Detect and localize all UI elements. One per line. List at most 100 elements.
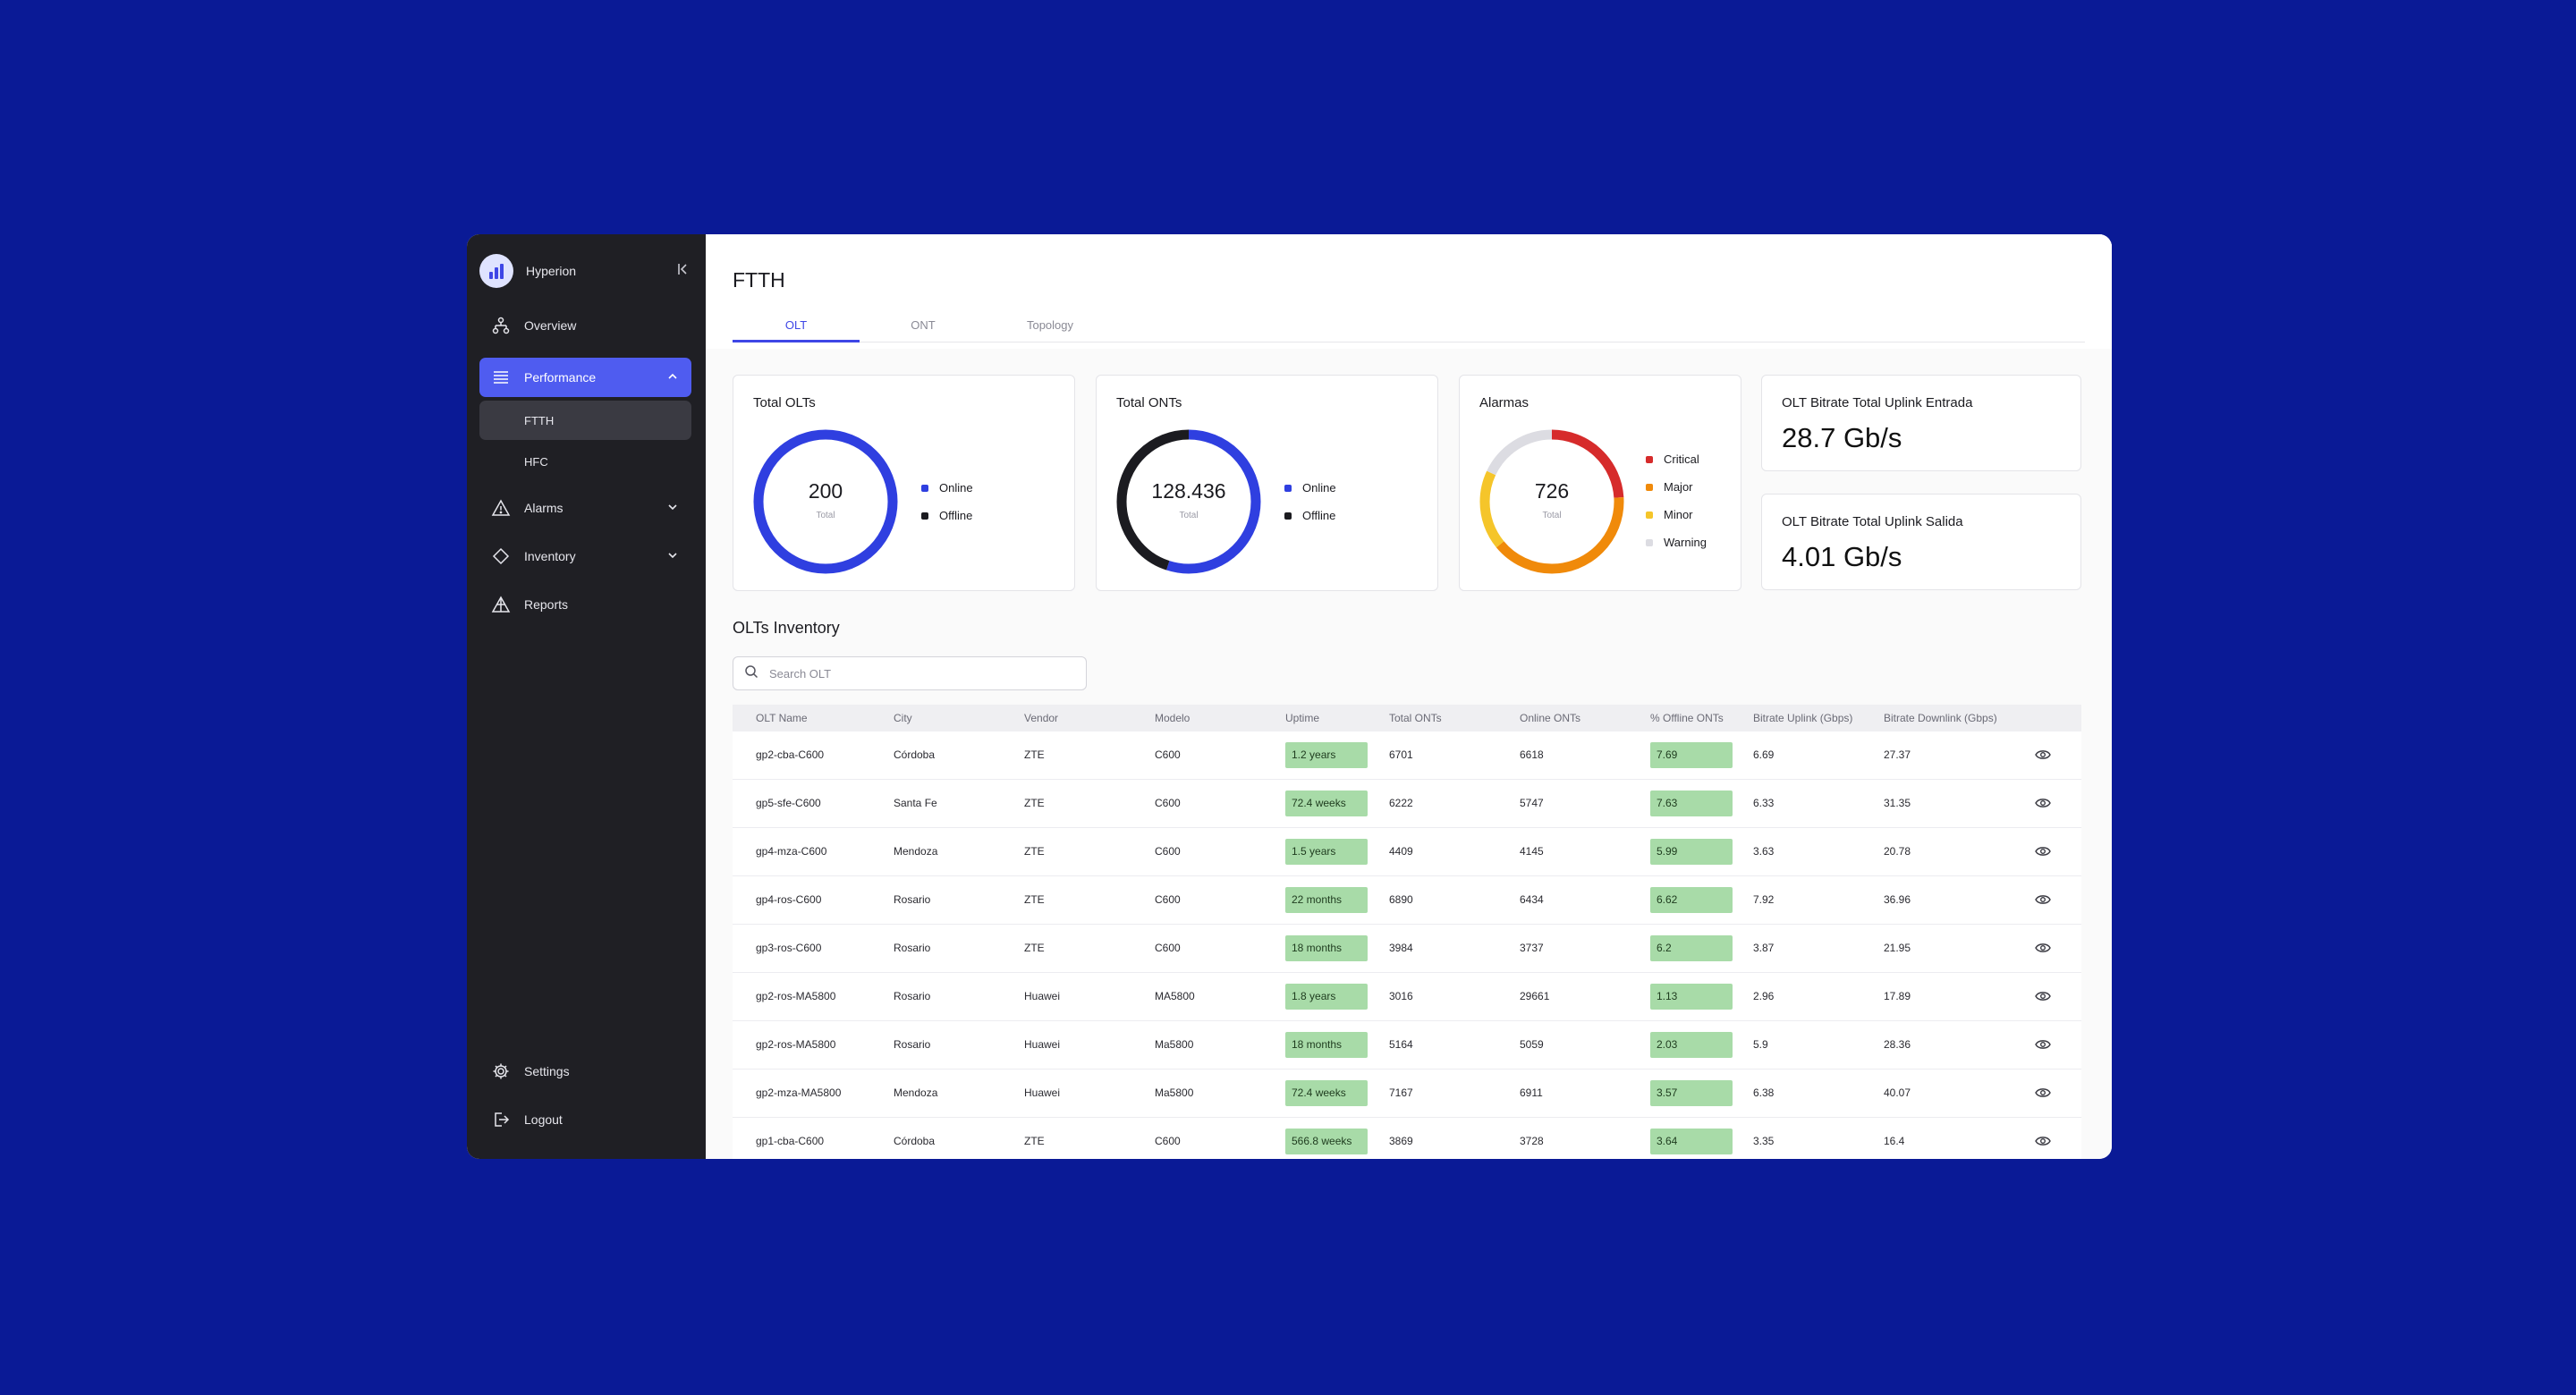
search-input[interactable] xyxy=(767,665,1066,681)
view-eye-icon[interactable] xyxy=(2035,797,2051,814)
legend-item-offline: Offline xyxy=(921,502,973,529)
collapse-sidebar-icon[interactable] xyxy=(674,262,693,281)
donut-center: 200 Total xyxy=(772,479,879,520)
legend-label: Major xyxy=(1664,480,1693,494)
table-cell: Huawei xyxy=(1024,1038,1061,1051)
alarmas-value: 726 xyxy=(1534,479,1570,503)
column-header[interactable]: Vendor xyxy=(1024,712,1059,724)
donut-segment-warning xyxy=(1479,429,1624,574)
offline-percent-badge: 6.2 xyxy=(1650,935,1733,961)
table-row[interactable]: gp2-ros-MA5800 Rosario Huawei MA5800 1.8 yea… xyxy=(733,973,2081,1021)
legend-item-warning: Warning xyxy=(1646,528,1707,556)
metric-value: 28.7 Gb/s xyxy=(1782,422,1902,453)
table-cell: 6434 xyxy=(1520,893,1544,906)
page-title: FTTH xyxy=(733,268,785,292)
sidebar-item-performance[interactable]: Performance xyxy=(479,358,691,397)
table-cell: 5059 xyxy=(1520,1038,1544,1051)
view-eye-icon[interactable] xyxy=(2035,1086,2051,1103)
table-cell: 6911 xyxy=(1520,1086,1543,1099)
table-cell: C600 xyxy=(1155,893,1181,906)
table-cell: 31.35 xyxy=(1884,797,1911,809)
table-cell: 2.96 xyxy=(1753,990,1775,1002)
inventory-title: OLTs Inventory xyxy=(733,619,840,637)
column-header[interactable]: Uptime xyxy=(1285,712,1320,724)
offline-percent-badge: 5.99 xyxy=(1650,839,1733,865)
uptime-badge: 1.8 years xyxy=(1285,984,1368,1010)
tab-olt[interactable]: OLT xyxy=(733,315,860,342)
table-row[interactable]: gp2-ros-MA5800 Rosario Huawei Ma5800 18 mont… xyxy=(733,1021,2081,1070)
card-title: Alarmas xyxy=(1479,395,1530,410)
column-header[interactable]: Total ONTs xyxy=(1389,712,1442,724)
uptime-badge: 18 months xyxy=(1285,1032,1368,1058)
legend-label: Offline xyxy=(1302,509,1336,522)
table-cell: 5747 xyxy=(1520,797,1544,809)
view-eye-icon[interactable] xyxy=(2035,990,2051,1007)
table-row[interactable]: gp3-ros-C600 Rosario ZTE C600 18 months 3984 3… xyxy=(733,925,2081,973)
sidebar-item-inventory[interactable]: Inventory xyxy=(479,537,691,576)
legend-label: Warning xyxy=(1664,536,1707,549)
view-eye-icon[interactable] xyxy=(2035,748,2051,765)
table-cell: ZTE xyxy=(1024,1135,1045,1147)
view-eye-icon[interactable] xyxy=(2035,845,2051,862)
table-cell: 3728 xyxy=(1520,1135,1544,1147)
view-eye-icon[interactable] xyxy=(2035,942,2051,959)
column-header[interactable]: OLT Name xyxy=(756,712,808,724)
table-row[interactable]: gp2-cba-C600 Córdoba ZTE C600 1.2 years 6701 6… xyxy=(733,731,2081,780)
sidebar-item-reports[interactable]: Reports xyxy=(479,585,691,624)
table-row[interactable]: gp1-cba-C600 Córdoba ZTE C600 566.8 weeks 386… xyxy=(733,1118,2081,1159)
view-eye-icon[interactable] xyxy=(2035,893,2051,910)
sidebar-item-alarms[interactable]: Alarms xyxy=(479,488,691,528)
card-title: Total OLTs xyxy=(753,395,816,410)
table-cell: Santa Fe xyxy=(894,797,937,809)
table-cell: ZTE xyxy=(1024,845,1045,858)
table-cell: 5164 xyxy=(1389,1038,1413,1051)
table-cell: ZTE xyxy=(1024,942,1045,954)
table-cell: Córdoba xyxy=(894,1135,936,1147)
list-icon xyxy=(490,367,512,388)
table-cell: Ma5800 xyxy=(1155,1038,1194,1051)
legend-dot xyxy=(921,512,928,520)
sidebar-item-overview[interactable]: Overview xyxy=(479,306,691,345)
tab-ont[interactable]: ONT xyxy=(911,318,936,332)
legend-label: Critical xyxy=(1664,452,1699,466)
view-eye-icon[interactable] xyxy=(2035,1038,2051,1055)
table-cell: 6618 xyxy=(1520,748,1544,761)
offline-percent-badge: 3.64 xyxy=(1650,1129,1733,1154)
table-cell: Rosario xyxy=(894,893,931,906)
sidebar-subitem-ftth[interactable]: FTTH xyxy=(479,401,691,440)
view-eye-icon[interactable] xyxy=(2035,1135,2051,1152)
column-header[interactable]: Online ONTs xyxy=(1520,712,1581,724)
metric-label: OLT Bitrate Total Uplink Entrada xyxy=(1782,395,1973,410)
table-cell: 21.95 xyxy=(1884,942,1911,954)
column-header[interactable]: Bitrate Downlink (Gbps) xyxy=(1884,712,1997,724)
table-cell: 17.89 xyxy=(1884,990,1911,1002)
sidebar-item-logout[interactable]: Logout xyxy=(479,1100,691,1139)
sidebar-subitem-label: HFC xyxy=(524,454,548,469)
table-row[interactable]: gp5-sfe-C600 Santa Fe ZTE C600 72.4 weeks 622… xyxy=(733,780,2081,828)
table-cell: 5.9 xyxy=(1753,1038,1768,1051)
alarmas-legend: Critical Major Minor Warning xyxy=(1646,445,1707,556)
sidebar-subitem-label: FTTH xyxy=(524,413,555,427)
table-row[interactable]: gp4-mza-C600 Mendoza ZTE C600 1.5 years 4409 4… xyxy=(733,828,2081,876)
app-name: Hyperion xyxy=(526,264,577,278)
sidebar-subitem-hfc[interactable]: HFC xyxy=(479,442,691,481)
legend-dot xyxy=(921,484,928,492)
table-cell: ZTE xyxy=(1024,893,1045,906)
sidebar-item-settings[interactable]: Settings xyxy=(479,1052,691,1091)
column-header[interactable]: City xyxy=(894,712,912,724)
search-box xyxy=(733,656,1087,690)
column-header[interactable]: Bitrate Uplink (Gbps) xyxy=(1753,712,1853,724)
column-header[interactable]: % Offline ONTs xyxy=(1650,712,1724,724)
legend-dot xyxy=(1646,455,1653,463)
warning-icon xyxy=(490,497,512,519)
metric-value: 4.01 Gb/s xyxy=(1782,541,1902,572)
column-header[interactable]: Modelo xyxy=(1155,712,1191,724)
table-cell: Huawei xyxy=(1024,1086,1061,1099)
legend-label: Online xyxy=(939,481,973,495)
sidebar-item-label: Alarms xyxy=(524,501,564,515)
legend-item-critical: Critical xyxy=(1646,445,1707,473)
offline-percent-badge: 7.69 xyxy=(1650,742,1733,768)
tab-topology[interactable]: Topology xyxy=(1026,318,1074,332)
table-row[interactable]: gp2-mza-MA5800 Mendoza Huawei Ma5800 72.4 we… xyxy=(733,1070,2081,1118)
table-row[interactable]: gp4-ros-C600 Rosario ZTE C600 22 months 6890 6… xyxy=(733,876,2081,925)
